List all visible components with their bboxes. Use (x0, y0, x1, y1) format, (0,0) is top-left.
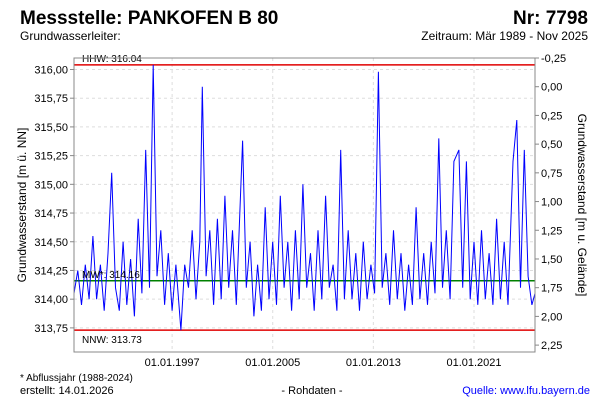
reference-label-hhw: HHW: 316.04 (82, 54, 142, 65)
x-axis: 01.01.1997 01.01.2005 01.01.2013 01.01.2021 (145, 357, 502, 369)
y2-tick-label: 0,25 (541, 110, 562, 122)
created-date: erstellt: 14.01.2026 (20, 385, 114, 397)
y2-tick-label: 1,50 (541, 254, 562, 266)
reference-lines (74, 64, 535, 331)
y-tick-label: 314,00 (34, 294, 68, 306)
x-tick-label: 01.01.2021 (446, 357, 501, 369)
y2-axis-label: Grundwasserstand [m u. Gelände] (575, 114, 589, 297)
y-tick-label: 314,50 (34, 237, 68, 249)
period-label: Zeitraum: Mär 1989 - Nov 2025 (421, 29, 588, 43)
y-tick-label: 313,75 (34, 323, 68, 335)
y2-axis: -0,25 0,00 0,25 0,50 0,75 1,00 1,25 1,50 1,75 2,0… (535, 53, 566, 352)
y2-tick-label: 1,25 (541, 225, 562, 237)
y-axis: 313,75 314,00 314,25 314,50 314,75 315,00 315,… (34, 64, 74, 335)
y2-tick-label: 1,00 (541, 197, 562, 209)
x-tick-label: 01.01.1997 (145, 357, 200, 369)
station-number: Nr: 7798 (513, 8, 588, 29)
source-link[interactable]: Quelle: www.lfu.bayern.de (462, 385, 590, 397)
y2-tick-label: 2,25 (541, 340, 562, 352)
reference-labels: HHW: 316.04 MW*: 314.16 NNW: 313.73 (82, 54, 142, 346)
raw-data-label: - Rohdaten - (281, 385, 342, 397)
series-line (73, 64, 536, 331)
y2-tick-label: 0,75 (541, 168, 562, 180)
plot-frame (73, 57, 536, 353)
reference-label-nnw: NNW: 313.73 (82, 335, 142, 346)
y-tick-label: 315,50 (34, 122, 68, 134)
y2-tick-label: -0,25 (541, 53, 566, 65)
y2-tick-label: 2,00 (541, 311, 562, 323)
y-tick-label: 315,25 (34, 151, 68, 163)
aquifer-label: Grundwasserleiter: (20, 29, 121, 43)
y2-tick-label: 0,50 (541, 139, 562, 151)
x-tick-label: 01.01.2005 (245, 357, 300, 369)
y-tick-label: 316,00 (34, 64, 68, 76)
grid (74, 58, 535, 352)
footnote: * Abflussjahr (1988-2024) (20, 373, 133, 384)
y2-tick-label: 0,00 (541, 82, 562, 94)
y-tick-label: 315,75 (34, 93, 68, 105)
y-axis-label: Grundwasserstand [m ü. NN] (15, 128, 29, 283)
y2-tick-label: 1,75 (541, 283, 562, 295)
y-tick-label: 314,75 (34, 208, 68, 220)
y-tick-label: 315,00 (34, 179, 68, 191)
station-title: Messstelle: PANKOFEN B 80 (20, 8, 278, 29)
y-tick-label: 314,25 (34, 265, 68, 277)
reference-label-mw: MW*: 314.16 (82, 270, 140, 281)
x-tick-label: 01.01.2013 (346, 357, 401, 369)
